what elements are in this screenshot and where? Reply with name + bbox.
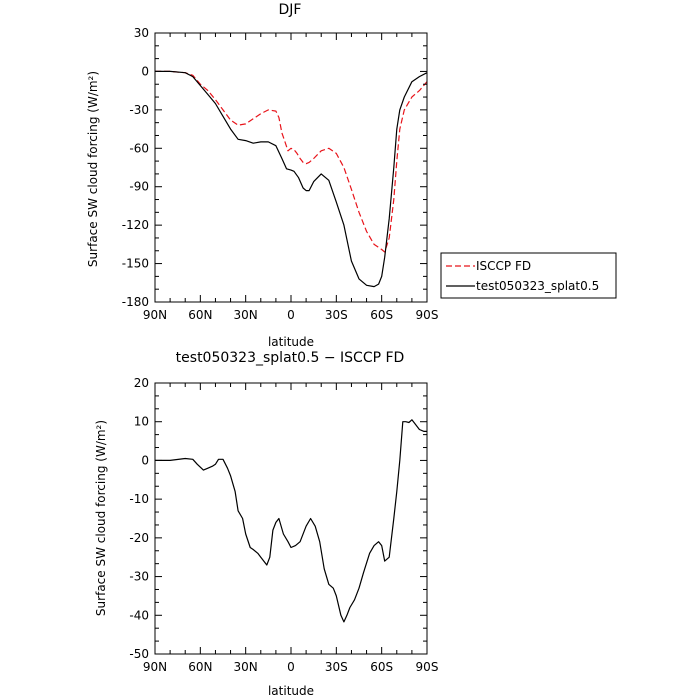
top-y-tick-labels: 30 0 -30 -60 -90 -120 -150 -180: [122, 26, 149, 309]
bottom-y-tick-label: -10: [129, 492, 149, 506]
top-y-tick-label: -60: [129, 141, 149, 155]
top-y-axis-title: Surface SW cloud forcing (W/m²): [86, 71, 100, 267]
legend-label-test-run: test050323_splat0.5: [476, 279, 599, 293]
bottom-x-tick-label: 0: [287, 660, 295, 674]
bottom-x-tick-labels: 90N 60N 30N 0 30S 60S 90S: [143, 660, 439, 674]
top-x-tick-label: 0: [287, 308, 295, 322]
legend-frame: [440, 252, 617, 299]
top-y-tick-label: -180: [122, 295, 149, 309]
top-x-tick-label: 90S: [416, 308, 439, 322]
top-x-tick-label: 60N: [188, 308, 212, 322]
bottom-y-tick-label: -50: [129, 647, 149, 661]
top-series-line-test050323-splat0-5: [155, 70, 428, 288]
bottom-x-tick-label: 90S: [416, 660, 439, 674]
bottom-y-tick-label: 10: [134, 415, 149, 429]
top-x-tick-label: 30N: [234, 308, 258, 322]
legend-label-isccp-fd: ISCCP FD: [476, 259, 531, 273]
top-series-group: [155, 70, 428, 288]
bottom-series-group: [155, 419, 427, 623]
top-x-axis-title: latitude: [268, 335, 314, 349]
top-x-tick-label: 30S: [325, 308, 348, 322]
top-x-tick-label: 60S: [370, 308, 393, 322]
top-y-tick-label: 0: [141, 64, 149, 78]
bottom-y-tick-labels: 20 10 0 -10 -20 -30 -40 -50: [129, 376, 149, 661]
top-panel: DJF 300-30-60-90-120-150-180 90N 60N 30N 0 3…: [86, 2, 438, 349]
top-plot-frame: [154, 32, 428, 303]
bottom-plot-frame: [154, 382, 428, 655]
top-y-tick-label: -150: [122, 257, 149, 271]
bottom-y-tick-label: -30: [129, 570, 149, 584]
bottom-panel: test050323_splat0.5 − ISCCP FD 20 10 0 -10 -…: [94, 350, 438, 698]
legend: ISCCP FD test050323_splat0.5: [440, 252, 617, 299]
bottom-x-tick-label: 90N: [143, 660, 167, 674]
bottom-y-tick-label: -40: [129, 608, 149, 622]
bottom-x-axis-title: latitude: [268, 684, 314, 698]
top-x-tick-labels: 90N 60N 30N 0 30S 60S 90S: [143, 308, 439, 322]
bottom-x-tick-label: 30N: [234, 660, 258, 674]
top-y-tick-label: -120: [122, 218, 149, 232]
top-axis-ticks: [154, 32, 428, 303]
bottom-axis-ticks: [154, 382, 428, 655]
bottom-x-tick-label: 60S: [370, 660, 393, 674]
top-x-tick-label: 90N: [143, 308, 167, 322]
top-chart-title: DJF: [279, 2, 302, 18]
bottom-x-tick-label: 60N: [188, 660, 212, 674]
bottom-series-line-difference: [155, 419, 427, 623]
top-series-line-isccp-fd: [155, 70, 428, 253]
top-y-tick-label: 30: [134, 26, 149, 40]
top-y-tick-label: -30: [129, 103, 149, 117]
bottom-y-tick-label: 20: [134, 376, 149, 390]
top-y-tick-label: -90: [129, 180, 149, 194]
bottom-y-axis-title: Surface SW cloud forcing (W/m²): [94, 420, 108, 616]
bottom-x-tick-label: 30S: [325, 660, 348, 674]
bottom-y-tick-label: -20: [129, 531, 149, 545]
bottom-y-tick-label: 0: [141, 453, 149, 467]
bottom-chart-title: test050323_splat0.5 − ISCCP FD: [176, 350, 405, 366]
